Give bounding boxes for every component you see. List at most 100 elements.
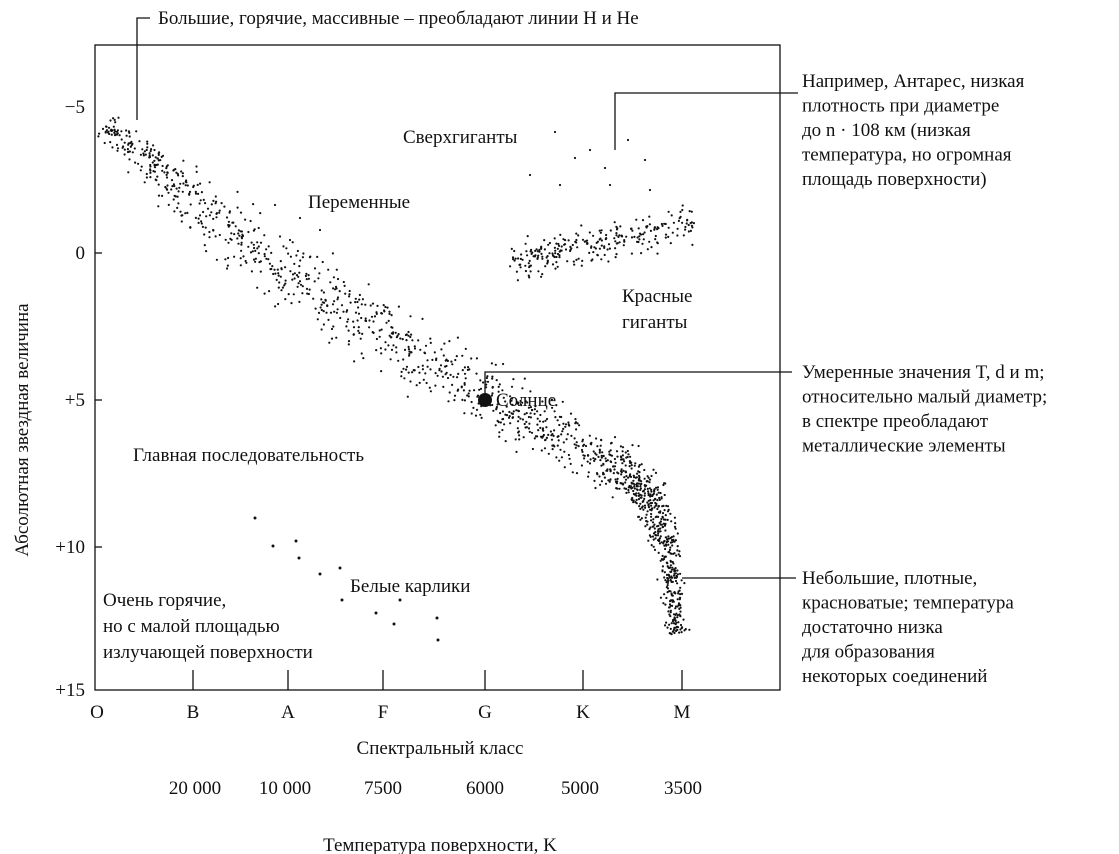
star-dot [254, 257, 257, 260]
x-tick-label: G [478, 702, 492, 723]
star-dot [144, 153, 147, 156]
star-dot [424, 372, 427, 375]
star-dot [511, 403, 514, 406]
star-dot [558, 183, 562, 187]
star-dot [677, 219, 681, 222]
star-dot [153, 148, 156, 152]
star-dot [593, 246, 596, 249]
star-dot [277, 286, 280, 289]
star-dot [387, 344, 390, 347]
temperature-tick-label: 7500 [364, 778, 402, 799]
star-dot [117, 116, 120, 119]
star-dot [380, 312, 384, 315]
star-dot [654, 238, 657, 241]
star-dot [294, 539, 298, 543]
star-dot [348, 293, 351, 296]
star-dot [194, 190, 197, 193]
star-dot [441, 375, 444, 378]
star-dot [526, 401, 529, 404]
star-dot [199, 182, 202, 185]
star-dot [346, 320, 349, 323]
star-dot [408, 350, 411, 353]
annotation: в спектре преобладают [802, 411, 989, 432]
star-dot [429, 368, 432, 371]
star-dot [114, 121, 117, 124]
star-dot [265, 257, 268, 260]
star-dot [656, 252, 659, 255]
star-dot [451, 363, 454, 366]
star-dot [289, 255, 292, 258]
star-dot [613, 436, 617, 439]
star-dot [498, 435, 501, 438]
star-dot [662, 522, 665, 525]
star-dot [676, 582, 679, 585]
star-dot [628, 475, 631, 478]
star-dot [218, 233, 221, 237]
star-dot [607, 243, 611, 246]
star-dot [529, 416, 533, 419]
star-dot [407, 371, 410, 374]
star-dot [666, 518, 669, 522]
star-dot [609, 442, 613, 445]
star-dot [631, 229, 634, 232]
star-dot [410, 351, 413, 354]
star-dot [354, 311, 358, 314]
star-dot [521, 401, 524, 404]
star-dot [138, 140, 141, 143]
star-dot [496, 403, 499, 406]
star-dot [637, 474, 641, 477]
star-dot [538, 248, 541, 251]
star-dot [686, 219, 689, 222]
star-dot [552, 434, 555, 437]
star-dot [157, 153, 160, 156]
star-dot [666, 584, 669, 587]
star-dot [580, 464, 584, 467]
star-dot [466, 394, 469, 397]
star-dot [580, 448, 584, 452]
star-dot [649, 493, 652, 496]
annotation: некоторых соединений [802, 666, 987, 687]
star-dot [676, 616, 679, 619]
star-dot [653, 527, 656, 530]
star-dot [383, 310, 386, 313]
star-dot [676, 569, 679, 572]
star-dot [573, 437, 576, 440]
star-dot [674, 579, 678, 583]
star-dot [335, 268, 338, 271]
star-dot [666, 580, 669, 583]
star-dot [201, 225, 204, 228]
star-dot [531, 409, 534, 412]
star-dot [577, 234, 580, 237]
star-dot [498, 431, 501, 434]
star-dot [678, 555, 682, 558]
star-dot [639, 507, 642, 510]
star-dot [304, 274, 307, 278]
star-dot [159, 159, 162, 162]
star-dot [643, 484, 646, 487]
region-label: Сверхгиганты [403, 127, 518, 148]
star-dot [604, 457, 607, 460]
star-dot [647, 539, 650, 542]
star-dot [691, 243, 694, 246]
star-dot [662, 540, 666, 543]
star-dot [676, 628, 679, 632]
star-dot [358, 331, 361, 335]
star-dot [409, 315, 412, 318]
star-dot [442, 385, 445, 388]
star-dot [513, 249, 516, 253]
star-dot [633, 235, 636, 238]
star-dot [657, 551, 660, 555]
star-dot [166, 171, 169, 174]
star-dot [276, 268, 279, 271]
star-dot [600, 454, 603, 457]
star-dot [651, 535, 655, 538]
star-dot [658, 537, 662, 540]
star-dot [394, 331, 397, 334]
star-dot [647, 499, 650, 502]
star-dot [630, 461, 633, 464]
star-dot [600, 438, 603, 441]
star-dot [511, 256, 515, 259]
temperature-axis-label: Температура поверхности, K [323, 835, 557, 854]
star-dot [553, 246, 557, 249]
star-dot [637, 515, 641, 518]
